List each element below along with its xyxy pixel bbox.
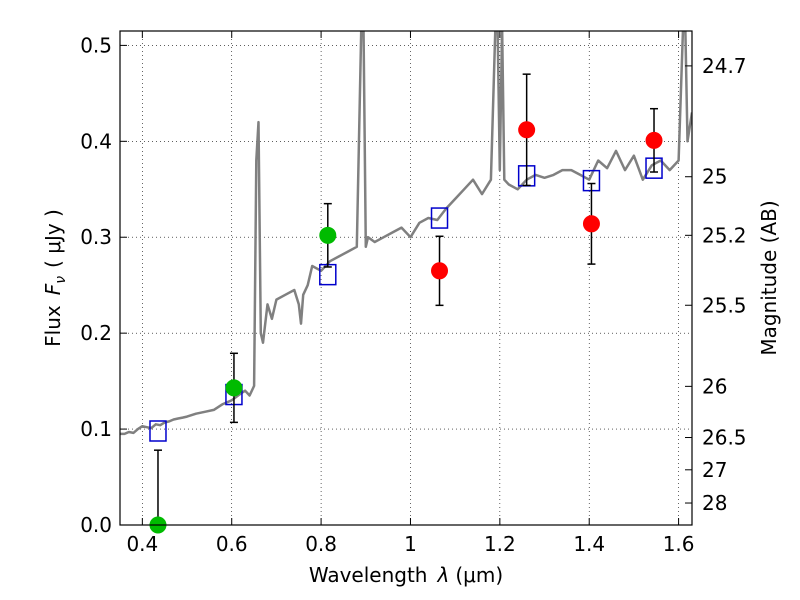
x-tick-label: 1.6 xyxy=(663,532,695,556)
mag-tick-label: 26.5 xyxy=(702,426,747,450)
mag-tick-label: 25.5 xyxy=(702,293,747,317)
y-axis-label: FluxFν( μJy ) xyxy=(41,209,69,347)
x-tick-label: 0.4 xyxy=(126,532,158,556)
x-tick-label: 1.4 xyxy=(573,532,605,556)
green-point xyxy=(319,226,337,244)
y-tick-label: 0.0 xyxy=(80,513,112,537)
mag-tick-label: 25 xyxy=(702,165,727,189)
y2-axis-label: Magnitude (AB) xyxy=(757,200,781,355)
y-tick-label: 0.2 xyxy=(80,321,112,345)
x-tick-label: 1.2 xyxy=(484,532,516,556)
model-photometry-squares xyxy=(149,157,663,442)
green-point xyxy=(225,379,243,397)
grid-lines xyxy=(120,31,692,526)
y-tick-label: 0.1 xyxy=(80,417,112,441)
x-axis-label: Wavelength λ (μm) xyxy=(309,563,503,587)
red-point xyxy=(645,131,663,149)
model-spectrum-line xyxy=(120,31,692,436)
y-tick-label: 0.3 xyxy=(80,225,112,249)
red-point xyxy=(582,215,600,233)
mag-tick-label: 28 xyxy=(702,491,727,515)
model-square xyxy=(149,420,167,442)
mag-tick-label: 26 xyxy=(702,374,727,398)
mag-tick-label: 25.2 xyxy=(702,223,747,247)
plot-frame xyxy=(119,30,693,526)
x-tick-label: 1 xyxy=(404,532,417,556)
observed-points xyxy=(149,121,663,534)
x-tick-label: 0.6 xyxy=(216,532,248,556)
x-tick-label: 0.8 xyxy=(305,532,337,556)
y-tick-label: 0.4 xyxy=(80,129,112,153)
red-point xyxy=(431,262,449,280)
error-bars xyxy=(153,73,659,526)
mag-tick-label: 24.7 xyxy=(702,54,747,78)
mag-tick-label: 27 xyxy=(702,458,727,482)
model-square xyxy=(430,207,449,229)
y-tick-label: 0.5 xyxy=(80,33,112,57)
red-point xyxy=(518,121,536,139)
axis-ticks: 0.4 0.6 0.8 1 1.2 1.4 1.6 0.0 0.1 0.2 0.3 0.4 0.5 24.… xyxy=(80,31,747,556)
